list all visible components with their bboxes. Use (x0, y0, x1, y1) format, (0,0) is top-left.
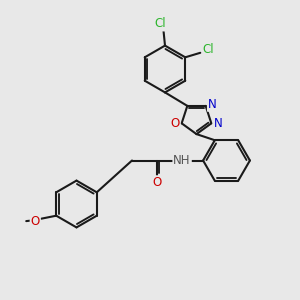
Text: O: O (31, 214, 40, 228)
Text: N: N (214, 117, 222, 130)
Text: NH: NH (173, 154, 191, 167)
Text: Cl: Cl (155, 17, 166, 31)
Text: N: N (208, 98, 217, 111)
Text: Cl: Cl (203, 43, 214, 56)
Text: O: O (152, 176, 161, 189)
Text: O: O (170, 117, 180, 130)
